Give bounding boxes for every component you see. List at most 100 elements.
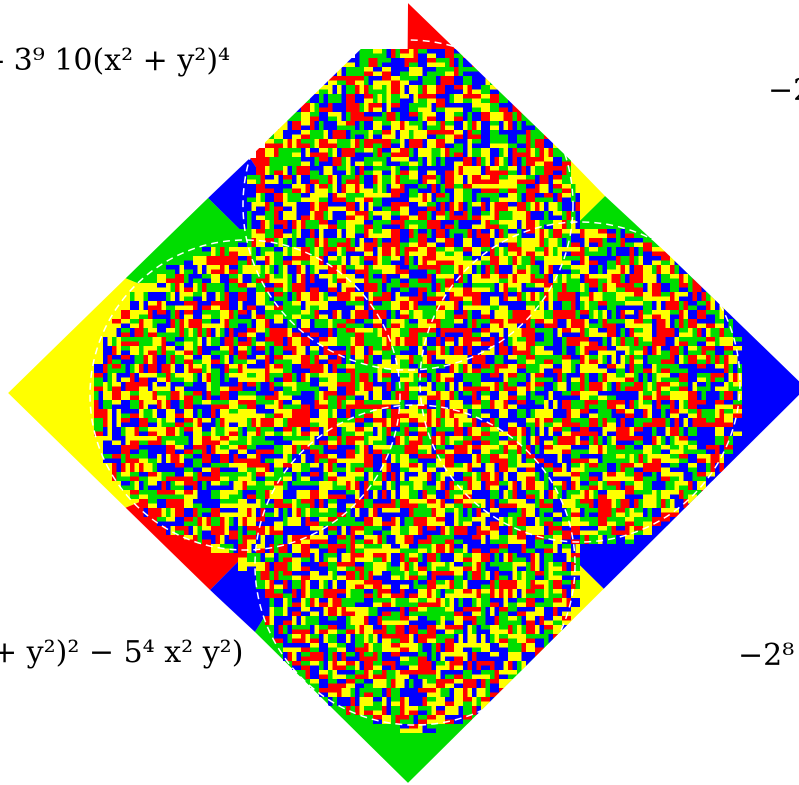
domino [508,193,517,198]
domino [314,247,319,256]
domino [301,422,310,427]
domino [292,247,297,256]
domino [292,373,297,382]
domino [184,319,189,328]
domino [652,274,657,283]
domino [229,269,238,274]
domino [625,346,630,355]
domino [490,418,495,427]
domino [382,103,387,112]
domino [512,220,517,229]
domino [566,220,571,229]
domino [427,238,436,243]
domino [499,211,504,220]
domino [373,382,382,387]
domino [256,404,265,409]
domino [337,463,346,468]
domino [359,445,364,454]
domino [314,409,319,418]
domino [188,400,193,409]
domino [539,103,544,112]
domino [526,265,531,274]
domino [323,130,328,139]
domino [373,157,382,162]
domino [589,305,598,310]
domino [211,445,216,454]
domino [481,409,490,414]
domino [112,427,117,436]
domino [701,418,706,427]
domino [229,328,234,337]
domino [224,427,229,436]
domino [503,391,508,400]
domino [602,310,607,319]
domino [247,188,256,193]
domino [535,332,544,337]
domino [620,355,625,364]
domino [256,449,265,454]
domino [683,310,688,319]
domino [341,400,346,409]
domino [517,454,522,463]
domino [328,103,333,112]
domino [341,409,346,418]
domino [562,395,571,400]
domino [301,283,306,292]
domino [490,148,499,153]
domino [373,215,382,220]
domino [382,337,387,346]
domino [508,476,517,481]
domino [436,220,441,229]
domino [598,350,607,355]
domino [512,121,517,130]
domino [265,175,274,180]
domino [553,409,558,418]
domino [112,337,117,346]
domino [301,170,310,175]
domino [337,148,342,157]
domino [247,377,256,382]
domino [400,202,409,207]
domino [323,301,328,310]
domino [440,175,445,184]
domino [197,382,202,391]
domino [499,283,504,292]
domino [314,121,319,130]
domino [562,319,567,328]
domino [112,386,121,391]
domino [364,283,369,292]
domino [553,247,558,256]
domino [337,85,342,94]
domino [283,382,292,387]
domino [391,247,396,256]
domino [436,454,445,459]
domino [130,445,139,450]
domino [436,265,441,274]
domino [427,436,432,445]
domino [643,337,652,342]
domino [202,472,211,477]
domino [584,400,589,409]
domino [341,184,346,193]
domino [121,485,130,490]
domino [598,229,607,234]
domino [580,247,585,256]
domino [638,382,643,391]
domino [130,323,139,328]
domino [107,355,112,364]
domino [346,305,355,310]
domino [472,301,481,306]
domino [139,418,148,423]
domino [436,175,441,184]
domino [193,445,202,450]
domino [598,427,603,436]
domino [166,265,175,270]
domino [634,409,639,418]
domino [634,440,643,445]
domino [283,166,288,175]
domino [463,148,468,157]
domino [688,328,693,337]
domino [364,328,373,333]
domino [706,440,715,445]
domino [697,292,702,301]
